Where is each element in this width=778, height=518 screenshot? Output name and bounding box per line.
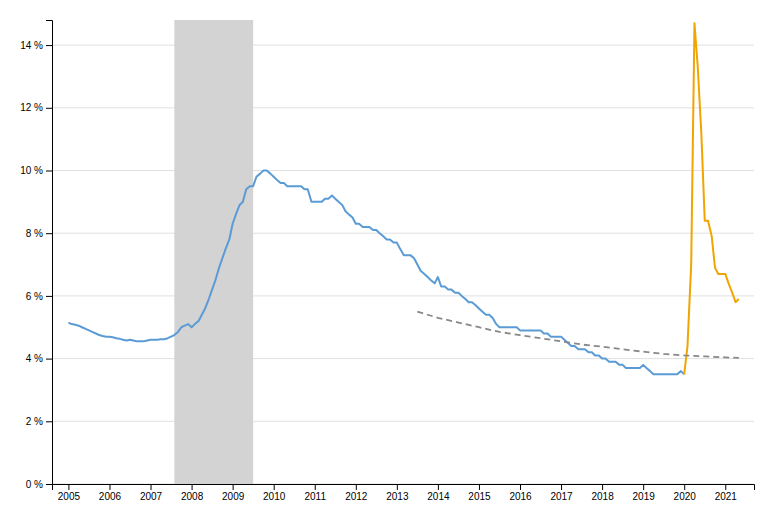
x-tick-mark (68, 484, 69, 490)
y-tick: 6 % (26, 291, 52, 302)
x-tick: 2013 (386, 484, 409, 502)
x-tick: 2012 (345, 484, 368, 502)
x-tick: 2016 (509, 484, 532, 502)
x-tick-label: 2020 (674, 491, 697, 502)
grid-line (52, 421, 754, 422)
x-tick: 2017 (550, 484, 573, 502)
plot: 2005 2006 2007 2008 2009 2010 2011 2012 2013 2014… (20, 20, 754, 502)
y-tick: 12 % (20, 102, 52, 113)
x-tick: 2019 (633, 484, 656, 502)
grid-line (52, 233, 754, 234)
x-axis-line (53, 485, 755, 491)
y-tick-label: 8 % (26, 228, 43, 239)
x-tick-mark (397, 484, 398, 490)
x-tick-mark (520, 484, 521, 490)
y-tick-label: 6 % (26, 291, 43, 302)
x-axis: 2005 2006 2007 2008 2009 2010 2011 2012 2013 2014… (53, 484, 755, 502)
y-tick-label: 12 % (20, 102, 43, 113)
y-tick: 14 % (20, 40, 52, 51)
x-tick-mark (561, 484, 562, 490)
grid-line (52, 358, 754, 359)
x-tick: 2021 (715, 484, 738, 502)
x-tick: 2009 (222, 484, 245, 502)
y-tick-mark (46, 170, 52, 171)
x-tick-mark (315, 484, 316, 490)
x-tick: 2007 (140, 484, 163, 502)
x-tick-label: 2018 (591, 491, 614, 502)
line (684, 23, 739, 374)
x-tick-label: 2015 (468, 491, 491, 502)
y-tick-mark (46, 108, 52, 109)
y-tick-label: 10 % (20, 165, 43, 176)
y-tick: 2 % (26, 416, 52, 427)
grid (52, 45, 754, 484)
x-tick-label: 2008 (181, 491, 204, 502)
y-tick-label: 4 % (26, 353, 43, 364)
y-tick-mark (46, 233, 52, 234)
x-tick: 2011 (304, 484, 326, 502)
x-tick-mark (151, 484, 152, 490)
x-tick-mark (192, 484, 193, 490)
y-tick: 8 % (26, 228, 52, 239)
x-tick-label: 2012 (345, 491, 368, 502)
x-tick: 2015 (468, 484, 491, 502)
marks (68, 20, 738, 484)
shaded-band (174, 20, 253, 484)
x-tick-mark (274, 484, 275, 490)
x-tick-mark (643, 484, 644, 490)
y-tick-label: 0 % (26, 479, 43, 490)
grid-line (52, 45, 754, 46)
x-tick: 2005 (58, 484, 81, 502)
y-tick: 0 % (26, 479, 52, 490)
x-tick-label: 2005 (58, 491, 81, 502)
x-tick-mark (109, 484, 110, 490)
y-tick-label: 14 % (20, 40, 43, 51)
grid-line (52, 295, 754, 296)
x-tick-mark (725, 484, 726, 490)
y-tick-mark (46, 296, 52, 297)
x-tick-mark (438, 484, 439, 490)
x-tick: 2020 (674, 484, 697, 502)
y-tick-label: 2 % (26, 416, 43, 427)
y-tick: 4 % (26, 353, 52, 364)
y-tick: 10 % (20, 165, 52, 176)
y-axis: 0 % 2 % 4 % 6 % 8 % 10 % 12 % 14 % (20, 21, 52, 490)
x-tick: 2008 (181, 484, 204, 502)
x-tick: 2018 (591, 484, 614, 502)
grid-line (52, 107, 754, 108)
x-tick-label: 2011 (304, 491, 326, 502)
grid-line (52, 170, 754, 171)
y-tick-mark (46, 45, 52, 46)
y-tick-mark (46, 359, 52, 360)
x-tick: 2010 (263, 484, 286, 502)
x-tick-label: 2013 (386, 491, 409, 502)
x-tick-mark (602, 484, 603, 490)
x-tick: 2014 (427, 484, 450, 502)
line (68, 170, 684, 374)
x-tick-label: 2010 (263, 491, 286, 502)
line (417, 312, 738, 358)
x-tick-mark (684, 484, 685, 490)
x-tick-label: 2014 (427, 491, 450, 502)
x-tick-label: 2009 (222, 491, 245, 502)
chart: 2005 2006 2007 2008 2009 2010 2011 2012 2013 2014… (0, 0, 778, 518)
y-tick-mark (46, 421, 52, 422)
x-tick-label: 2017 (550, 491, 573, 502)
x-tick: 2006 (99, 484, 122, 502)
x-tick-label: 2006 (99, 491, 122, 502)
x-tick-label: 2021 (715, 491, 738, 502)
x-tick-mark (233, 484, 234, 490)
x-tick-label: 2016 (509, 491, 532, 502)
x-tick-mark (356, 484, 357, 490)
x-tick-label: 2007 (140, 491, 163, 502)
x-tick-label: 2019 (633, 491, 656, 502)
y-axis-line (46, 21, 53, 485)
x-tick-mark (479, 484, 480, 490)
y-tick-mark (46, 484, 52, 485)
